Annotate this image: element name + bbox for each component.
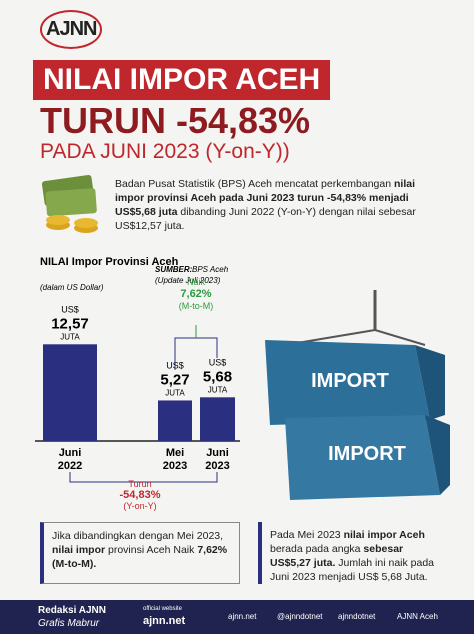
source-note: (Update Juli 2023) — [155, 276, 221, 285]
footer-link[interactable]: ajnn.net — [228, 612, 257, 621]
chart-subtitle: (dalam US Dollar) — [40, 283, 104, 292]
annotation: (M-to-M) — [179, 301, 214, 311]
bold-text: nilai impor provinsi Aceh pada Juni 2023… — [115, 178, 416, 218]
title: NILAI IMPOR ACEH — [33, 60, 331, 100]
text: dibanding Juni 2022 (Y-on-Y) dengan nila… — [115, 206, 416, 232]
value-prefix: US$ — [209, 357, 227, 367]
website-label: official website — [143, 606, 182, 612]
chart-title: NILAI Impor Provinsi Aceh — [40, 256, 179, 268]
money-icon — [41, 175, 98, 233]
x-tick-label: Juni 2022 — [58, 447, 82, 472]
credit: Redaksi AJNN — [38, 605, 106, 616]
container-illustration: IMPORT IMPORT — [265, 290, 450, 500]
value-unit: JUTA — [60, 332, 80, 341]
footer: Redaksi AJNN Grafis Mabrur official webs… — [0, 600, 474, 634]
bar — [200, 397, 235, 441]
annotation: (Y-on-Y) — [123, 501, 156, 511]
value-label: 12,57 — [51, 315, 89, 332]
note-box: Jika dibandingkan dengan Mei 2023, nilai… — [40, 522, 240, 584]
text: Badan Pusat Statistik (BPS) Aceh mencata… — [115, 178, 394, 190]
footer-link[interactable]: @ajnndotnet — [277, 612, 323, 621]
footer-link[interactable]: ajnndotnet — [338, 612, 376, 621]
bracket — [69, 472, 218, 483]
intro: Badan Pusat Statistik (BPS) Aceh mencata… — [115, 177, 435, 233]
annotation: -54,83% — [120, 489, 161, 501]
website: ajnn.net — [143, 615, 186, 627]
bold-text: sebesar US$5,27 juta. — [270, 543, 404, 569]
container-label: IMPORT — [311, 370, 389, 392]
value-prefix: US$ — [61, 304, 79, 314]
text: Jumlah ini naik pada Juni 2023 menjadi U… — [270, 557, 435, 583]
bold-text: nilai impor Aceh — [343, 529, 425, 541]
bold-text: nilai impor — [52, 544, 106, 556]
footer-link[interactable]: AJNN Aceh — [397, 612, 438, 621]
logo: AJNN — [40, 10, 103, 49]
value-label: 5,68 — [203, 368, 232, 385]
value-unit: JUTA — [208, 385, 228, 394]
headline: TURUN -54,83% — [40, 100, 311, 141]
chart: NILAI Impor Provinsi Aceh (dalam US Dolla… — [35, 256, 240, 511]
source-label: SUMBER: — [155, 265, 193, 274]
container-label: IMPORT — [328, 443, 406, 465]
annotation: Naik — [187, 277, 206, 287]
text: Jika dibandingkan dengan Mei 2023, — [52, 530, 224, 542]
subtitle: PADA JUNI 2023 (Y-on-Y)) — [40, 140, 290, 163]
bold-text: 7,62% (M-to-M). — [52, 544, 228, 570]
bar — [43, 344, 97, 441]
text: provinsi Aceh Naik — [105, 544, 198, 556]
x-tick-label: Mei 2023 — [163, 447, 187, 472]
note-box: Pada Mei 2023 nilai impor Aceh berada pa… — [258, 522, 448, 584]
value-unit: JUTA — [165, 388, 185, 397]
text: berada pada angka — [270, 543, 364, 555]
source: BPS Aceh — [192, 265, 229, 274]
x-tick-label: Juni 2023 — [205, 447, 229, 472]
text: Pada Mei 2023 — [270, 529, 344, 541]
designer: Grafis Mabrur — [38, 618, 100, 629]
value-label: 5,27 — [160, 371, 189, 388]
annotation: Turun — [128, 479, 151, 489]
bar — [158, 400, 192, 441]
annotation: 7,62% — [180, 288, 211, 300]
